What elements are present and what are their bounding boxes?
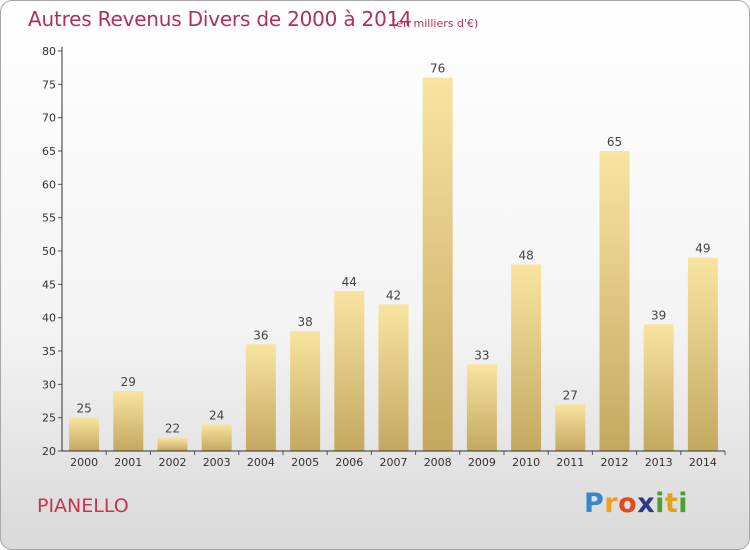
data-label: 22 [165,422,180,436]
data-label: 24 [209,408,224,422]
x-tick-label: 2012 [601,456,629,469]
data-label: 29 [121,375,136,389]
y-tick-label: 70 [42,112,56,125]
y-tick-label: 50 [42,245,56,258]
x-tick-label: 2002 [159,456,187,469]
x-tick-label: 2004 [247,456,275,469]
data-label: 44 [342,275,357,289]
x-tick-label: 2005 [291,456,319,469]
chart-subtitle: (en milliers d'€) [392,17,479,30]
y-tick-label: 55 [42,212,56,225]
data-label: 42 [386,288,401,302]
data-label: 27 [563,388,578,402]
data-label: 33 [474,348,489,362]
x-tick-label: 2014 [689,456,717,469]
y-tick-label: 40 [42,312,56,325]
logo-letter: i [678,488,689,519]
bar [422,77,453,452]
logo-letter: r [604,488,619,519]
bars-group [69,77,718,452]
axes-group: 2000 2001 2002 2003 2004 2005 2006 2007 2008 2009… [42,45,726,469]
x-tick-label: 2010 [512,456,540,469]
bar [334,291,365,451]
y-tick-label: 25 [42,412,56,425]
logo-letter: i [655,488,665,519]
bar [687,257,718,451]
bar [157,437,188,451]
data-label: 65 [607,135,622,149]
bar [69,417,100,451]
bar [201,424,232,451]
bar [290,331,321,451]
bar [466,364,497,451]
x-tick-label: 2006 [335,456,363,469]
data-label: 76 [430,62,445,76]
y-tick-label: 80 [42,45,56,58]
y-tick-label: 75 [42,78,56,91]
logo-letter: x [637,488,656,519]
logo-letter: o [618,488,638,519]
place-name: PIANELLO [37,495,129,517]
x-tick-label: 2009 [468,456,496,469]
logo-letter: P [584,488,605,519]
x-tick-label: 2008 [424,456,452,469]
proxiti-logo[interactable]: Proxiti [584,488,688,519]
data-label: 49 [695,242,710,256]
y-tick-label: 20 [42,445,56,458]
data-label: 39 [651,308,666,322]
bar [113,391,144,451]
y-tick-label: 60 [42,178,56,191]
y-tick-label: 30 [42,378,56,391]
data-label: 36 [253,328,268,342]
x-tick-label: 2011 [556,456,584,469]
data-label: 25 [76,402,91,416]
bar [599,151,630,451]
data-label: 38 [297,315,312,329]
y-tick-label: 45 [42,278,56,291]
x-tick-label: 2001 [114,456,142,469]
y-tick-label: 35 [42,345,56,358]
bar [511,264,542,451]
bar [245,344,276,451]
bar [555,404,586,451]
logo-letter: t [664,488,679,519]
x-tick-label: 2000 [70,456,98,469]
bar [643,324,674,451]
x-tick-label: 2003 [203,456,231,469]
bar [378,304,409,451]
data-label: 48 [518,248,533,262]
y-tick-label: 65 [42,145,56,158]
data-labels-group: 25 29 22 24 36 38 44 42 76 33 48 27 65 39 49 [76,62,710,436]
x-tick-label: 2013 [645,456,673,469]
x-tick-label: 2007 [380,456,408,469]
chart-title: Autres Revenus Divers de 2000 à 2014 [28,7,412,31]
